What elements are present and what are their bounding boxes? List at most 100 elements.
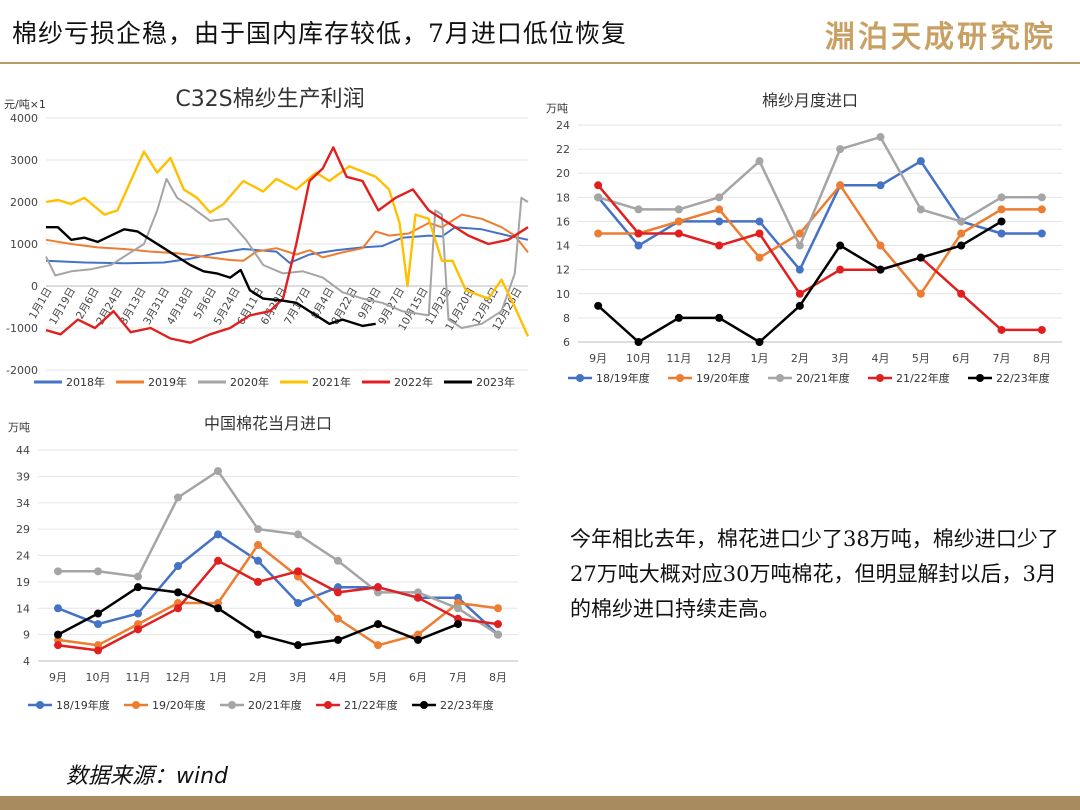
y-tick-label: 20 <box>556 167 570 180</box>
series-line-2 <box>598 184 1042 296</box>
legend-label: 2022年 <box>394 375 433 389</box>
data-point <box>54 641 62 650</box>
data-point <box>214 556 222 565</box>
legend-label: 2019年 <box>148 375 187 389</box>
x-tick-label: 4月 <box>872 352 890 365</box>
data-point <box>755 253 764 262</box>
y-tick-label: 14 <box>556 240 570 253</box>
y-tick-label: 16 <box>556 215 570 228</box>
data-point <box>634 205 643 214</box>
x-tick-label: 11月 <box>666 352 691 365</box>
data-point <box>957 289 966 298</box>
y-tick-label: 3000 <box>10 154 38 167</box>
data-point <box>755 229 764 238</box>
data-point <box>134 572 142 581</box>
data-point <box>715 313 724 322</box>
y-tick-label: -2000 <box>6 364 38 377</box>
data-point <box>795 241 804 250</box>
data-point <box>254 525 262 534</box>
data-point <box>715 241 724 250</box>
data-point <box>634 241 643 250</box>
y-tick-label: 12 <box>556 264 570 277</box>
series-line-6 <box>46 226 376 328</box>
legend-marker <box>976 374 984 382</box>
data-point <box>916 289 925 298</box>
data-point <box>876 241 885 250</box>
y-tick-label: 4000 <box>10 112 38 125</box>
data-point <box>916 157 925 166</box>
data-point <box>674 229 683 238</box>
data-point <box>836 265 845 274</box>
data-point <box>134 609 142 618</box>
y-tick-label: 4 <box>23 655 30 668</box>
data-point <box>54 630 62 639</box>
legend-label: 21/22年度 <box>896 371 950 385</box>
chart-title: C32S棉纱生产利润 <box>175 87 364 112</box>
data-point <box>674 217 683 226</box>
data-point <box>594 181 603 190</box>
data-point <box>997 325 1006 334</box>
data-point <box>94 567 102 576</box>
legend-label: 2021年 <box>312 375 351 389</box>
data-point <box>174 604 182 613</box>
legend-label: 2020年 <box>230 375 269 389</box>
data-point <box>134 625 142 634</box>
legend-marker <box>132 701 140 709</box>
x-tick-label: 12月 <box>166 671 191 684</box>
data-point <box>795 301 804 310</box>
data-point <box>836 241 845 250</box>
series-line-1 <box>597 159 1042 271</box>
legend-marker <box>576 374 584 382</box>
data-point <box>334 635 342 644</box>
series-line-5 <box>45 146 529 344</box>
y-tick-label: 0 <box>31 280 38 293</box>
y-tick-label: 24 <box>556 119 570 132</box>
data-point <box>836 145 845 154</box>
legend-marker <box>676 374 684 382</box>
data-point <box>715 193 724 202</box>
x-tick-label: 9月 <box>49 671 67 684</box>
data-point <box>454 604 462 613</box>
data-point <box>997 193 1006 202</box>
legend-label: 18/19年度 <box>56 698 110 712</box>
data-point <box>174 493 182 502</box>
x-tick-label: 3月 <box>831 352 849 365</box>
data-point <box>876 133 885 142</box>
x-tick-label: 1月 <box>751 352 769 365</box>
legend-label: 19/20年度 <box>152 698 206 712</box>
chart-title: 棉纱月度进口 <box>762 91 858 110</box>
x-tick-label: 3月 <box>289 671 307 684</box>
data-point <box>1037 325 1046 334</box>
profit-line-chart: C32S棉纱生产利润 元/吨×1 -2000 -1000 0 1000 2000 3000 40… <box>4 87 530 389</box>
data-point <box>454 620 462 629</box>
data-point <box>997 217 1006 226</box>
x-tick-label: 7月 <box>449 671 467 684</box>
data-point <box>294 598 302 607</box>
data-point <box>916 253 925 262</box>
data-point <box>494 620 502 629</box>
data-point <box>174 588 182 597</box>
x-tick-label: 6月 <box>409 671 427 684</box>
data-point <box>594 301 603 310</box>
title-divider <box>0 62 1080 64</box>
data-point <box>94 646 102 655</box>
y-tick-label: 1000 <box>10 238 38 251</box>
data-point <box>957 241 966 250</box>
slide-title: 棉纱亏损企稳，由于国内库存较低，7月进口低位恢复 <box>12 19 627 48</box>
data-point <box>674 205 683 214</box>
data-point <box>594 229 603 238</box>
data-point <box>54 567 62 576</box>
y-tick-label: 22 <box>556 143 570 156</box>
data-point <box>594 193 603 202</box>
data-point <box>94 609 102 618</box>
data-point <box>134 583 142 592</box>
data-point <box>836 181 845 190</box>
data-point <box>374 641 382 650</box>
y-axis-label: 万吨 <box>8 421 30 434</box>
data-point <box>876 181 885 190</box>
series-line-1 <box>45 226 529 265</box>
x-tick-label: 1月 <box>209 671 227 684</box>
cotton-import-line-chart: 中国棉花当月进口 万吨 4 9 14 19 24 29 34 39 44 9月 10月 11月 12月 1月 2… <box>8 414 518 712</box>
legend-label: 21/22年度 <box>344 698 398 712</box>
data-point <box>214 467 222 476</box>
